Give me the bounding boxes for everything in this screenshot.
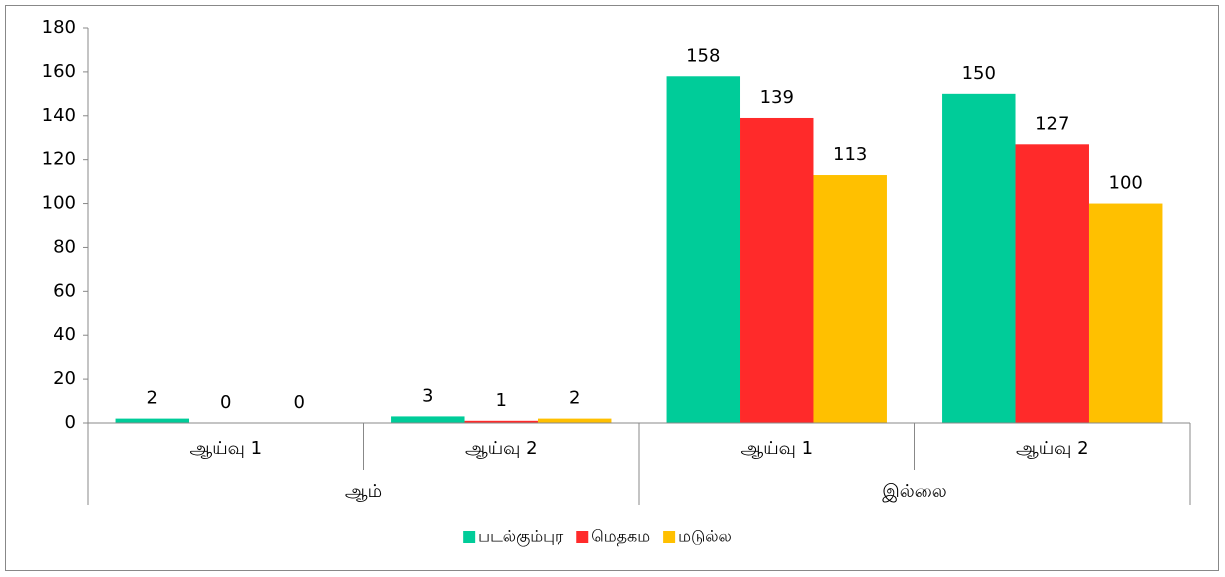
- data-label: 2: [147, 388, 158, 409]
- legend-swatch: [576, 531, 589, 543]
- y-tick-label: 180: [42, 17, 76, 38]
- x-tick-label: ஆய்வு 2: [465, 438, 538, 459]
- x-tick-label: ஆய்வு 1: [189, 438, 262, 459]
- bar: [942, 93, 1016, 423]
- legend-swatch: [663, 531, 676, 543]
- y-tick-label: 40: [53, 324, 76, 345]
- y-tick-label: 160: [42, 61, 76, 82]
- legend-label: மடுல்ல: [678, 527, 732, 546]
- bar: [537, 418, 612, 423]
- y-tick-label: 20: [53, 368, 76, 389]
- legend-label: மெதகம: [591, 527, 650, 546]
- legend-label: படல்கும்புர: [478, 527, 564, 547]
- bar: [666, 76, 741, 424]
- bar: [1015, 144, 1089, 424]
- x-tick-label: ஆய்வு 2: [1016, 438, 1089, 459]
- legend-swatch: [463, 531, 476, 543]
- y-tick-label: 60: [53, 280, 76, 301]
- y-tick-label: 140: [42, 105, 76, 126]
- y-tick-label: 80: [53, 236, 76, 257]
- y-tick-label: 100: [42, 193, 76, 214]
- data-label: 113: [833, 144, 867, 165]
- group-label: இல்லை: [882, 481, 946, 502]
- bar: [813, 175, 887, 423]
- data-label: 139: [760, 87, 794, 108]
- data-label: 3: [422, 385, 433, 406]
- bar: [464, 420, 538, 423]
- data-label: 0: [220, 392, 231, 413]
- group-label: ஆம்: [345, 481, 382, 502]
- data-label: 2: [569, 388, 580, 409]
- data-label: 150: [962, 63, 996, 84]
- data-label: 127: [1035, 113, 1069, 134]
- x-tick-label: ஆய்வு 1: [740, 438, 813, 459]
- y-tick-label: 0: [65, 412, 76, 433]
- y-tick-label: 120: [42, 149, 76, 170]
- data-label: 158: [686, 45, 720, 66]
- bar: [740, 117, 814, 423]
- bar: [115, 418, 190, 423]
- bar: [1088, 203, 1163, 423]
- data-label: 1: [496, 390, 507, 411]
- data-label: 100: [1109, 173, 1143, 194]
- bar: [391, 416, 465, 423]
- data-label: 0: [293, 392, 304, 413]
